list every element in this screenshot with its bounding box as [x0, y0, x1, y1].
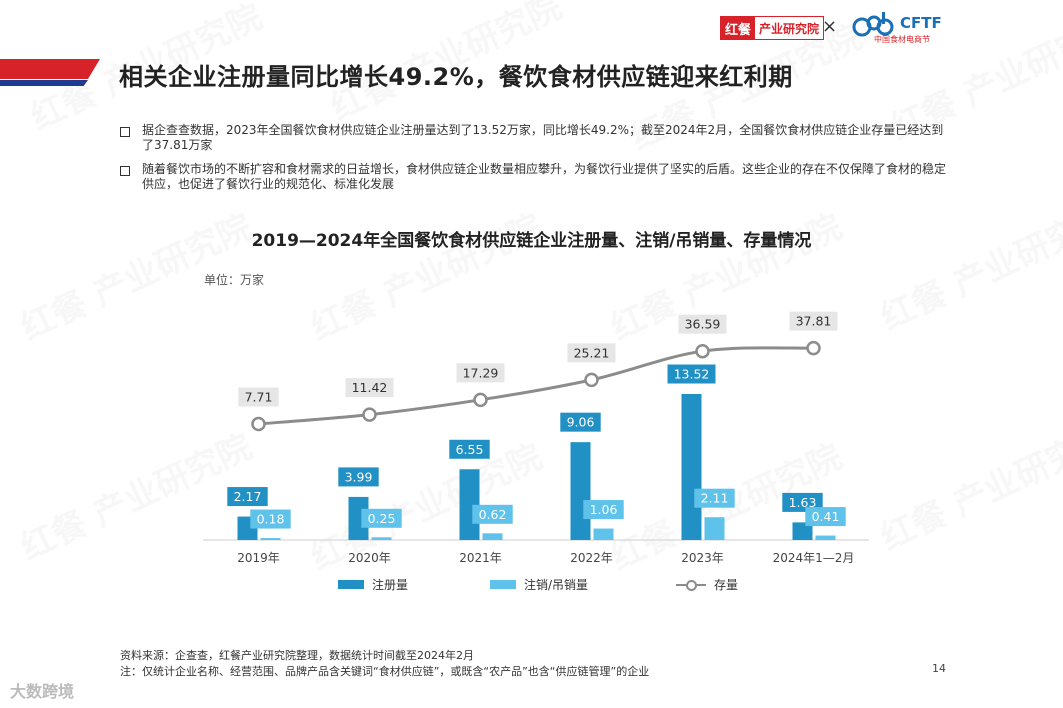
- footnote: 注：仅统计企业名称、经营范围、品牌产品含关键词“食材供应链”，或既含“农产品”也…: [120, 665, 650, 678]
- data-label-cancellations-bg: [805, 507, 846, 527]
- x-tick-label: 2023年: [681, 551, 724, 565]
- point-stock: [251, 416, 266, 432]
- data-label-cancellations-bg: [472, 504, 513, 524]
- data-label-cancellations: 2.11: [701, 491, 729, 506]
- series-line-stock: [258, 346, 814, 426]
- cftf-logo: CFTF 中国食材电商节: [852, 12, 952, 44]
- bar-registrations: [681, 394, 702, 540]
- bar-cancellations: [815, 535, 836, 540]
- logo-separator: ×: [822, 16, 838, 37]
- x-tick-label: 2022年: [570, 551, 613, 565]
- data-label-registrations: 6.55: [456, 442, 484, 457]
- data-label-registrations-bg: [449, 439, 490, 459]
- data-label-stock: 25.21: [574, 345, 610, 360]
- bar-registrations: [570, 442, 591, 540]
- data-label-cancellations: 1.06: [590, 502, 618, 517]
- bottom-watermark: 大数跨境: [10, 682, 75, 701]
- legend-label: 注册量: [372, 578, 409, 592]
- bar-cancellations: [371, 537, 392, 540]
- data-label-cancellations: 0.62: [479, 507, 507, 522]
- data-label-stock: 37.81: [796, 314, 832, 329]
- list-item: 据企查查数据，2023年全国餐饮食材供应链企业注册量达到了13.52万家，同比增…: [120, 123, 950, 153]
- data-label-stock-bg: [456, 363, 505, 383]
- data-label-cancellations-bg: [361, 508, 402, 528]
- chart-title: 2019—2024年全国餐饮食材供应链企业注册量、注销/吊销量、存量情况: [251, 231, 812, 251]
- x-tick-label: 2019年: [237, 551, 280, 565]
- bar-cancellations: [482, 533, 503, 540]
- data-label-stock: 17.29: [463, 365, 499, 380]
- square-bullet-icon: [120, 127, 130, 137]
- footer-notes: 资料来源：企查查，红餐产业研究院整理，数据统计时间截至2024年2月 注：仅统计…: [120, 648, 649, 680]
- x-tick-label: 2024年1—2月: [773, 551, 855, 565]
- point-stock: [473, 392, 488, 408]
- page-number: 14: [932, 662, 946, 675]
- data-label-registrations-bg: [338, 467, 379, 487]
- data-label-stock: 36.59: [685, 317, 721, 332]
- bar-registrations: [459, 469, 480, 540]
- data-label-registrations-bg: [667, 364, 716, 384]
- data-label-stock-bg: [567, 343, 616, 363]
- bar-cancellations: [260, 538, 281, 540]
- list-item: 随着餐饮市场的不断扩容和食材需求的日益增长，食材供应链企业数量相应攀升，为餐饮行…: [120, 162, 950, 192]
- hongcan-logo: 红餐 产业研究院: [720, 16, 825, 40]
- data-label-registrations: 2.17: [234, 489, 262, 504]
- cftf-logo-name: CFTF: [900, 14, 942, 32]
- data-label-stock: 11.42: [352, 380, 388, 395]
- data-label-stock-bg: [345, 378, 394, 398]
- data-label-registrations: 13.52: [674, 367, 710, 382]
- legend-item-cancellations: 注销/吊销量: [490, 576, 588, 593]
- cftf-logo-sub: 中国食材电商节: [874, 35, 930, 44]
- data-label-cancellations: 0.25: [368, 511, 396, 526]
- data-label-cancellations: 0.18: [257, 512, 285, 527]
- bullet-text: 据企查查数据，2023年全国餐饮食材供应链企业注册量达到了13.52万家，同比增…: [142, 123, 944, 152]
- data-label-stock-bg: [238, 387, 279, 407]
- source-note: 资料来源：企查查，红餐产业研究院整理，数据统计时间截至2024年2月: [120, 649, 474, 662]
- hongcan-logo-text: 产业研究院: [759, 22, 820, 36]
- x-tick-label: 2021年: [459, 551, 502, 565]
- hongcan-logo-mark: 红餐: [721, 17, 756, 39]
- legend-line-marker-icon: [676, 579, 706, 591]
- chart-unit-label: 单位：万家: [204, 273, 265, 287]
- chart-legend: 注册量 注销/吊销量 存量: [0, 576, 1063, 592]
- data-label-registrations-bg: [227, 487, 268, 507]
- bar-cancellations: [593, 528, 614, 540]
- data-label-registrations: 3.99: [345, 469, 373, 484]
- data-label-registrations-bg: [560, 412, 601, 432]
- page-title: 相关企业注册量同比增长49.2%，餐饮食材供应链迎来红利期: [119, 63, 793, 91]
- legend-item-stock: 存量: [676, 576, 738, 593]
- legend-swatch-registrations: [338, 580, 364, 589]
- cftf-logo-icon: [852, 12, 894, 37]
- title-accent-blue: [0, 80, 88, 86]
- data-label-registrations: 9.06: [567, 415, 595, 430]
- legend-swatch-cancellations: [490, 580, 516, 589]
- x-tick-label: 2020年: [348, 551, 391, 565]
- data-label-registrations: 1.63: [789, 495, 817, 510]
- bar-cancellations: [704, 517, 725, 540]
- data-label-cancellations-bg: [694, 488, 735, 508]
- point-stock: [695, 343, 710, 359]
- data-label-cancellations-bg: [250, 509, 291, 529]
- square-bullet-icon: [120, 166, 130, 176]
- point-stock: [362, 407, 377, 422]
- bullet-list: 据企查查数据，2023年全国餐饮食材供应链企业注册量达到了13.52万家，同比增…: [120, 123, 950, 201]
- title-accent-red: [0, 59, 100, 79]
- legend-label: 存量: [714, 578, 739, 592]
- data-label-stock-bg: [789, 311, 838, 331]
- data-label-stock-bg: [678, 314, 727, 334]
- legend-item-registrations: 注册量: [338, 576, 408, 593]
- legend-label: 注销/吊销量: [524, 578, 589, 592]
- data-label-stock: 7.71: [245, 389, 273, 404]
- bar-registrations: [348, 496, 369, 540]
- data-label-cancellations-bg: [583, 500, 624, 520]
- bar-registrations: [792, 522, 813, 540]
- data-label-cancellations: 0.41: [812, 509, 840, 524]
- point-stock: [584, 372, 599, 388]
- point-stock: [806, 340, 821, 356]
- bullet-text: 随着餐饮市场的不断扩容和食材需求的日益增长，食材供应链企业数量相应攀升，为餐饮行…: [142, 162, 947, 191]
